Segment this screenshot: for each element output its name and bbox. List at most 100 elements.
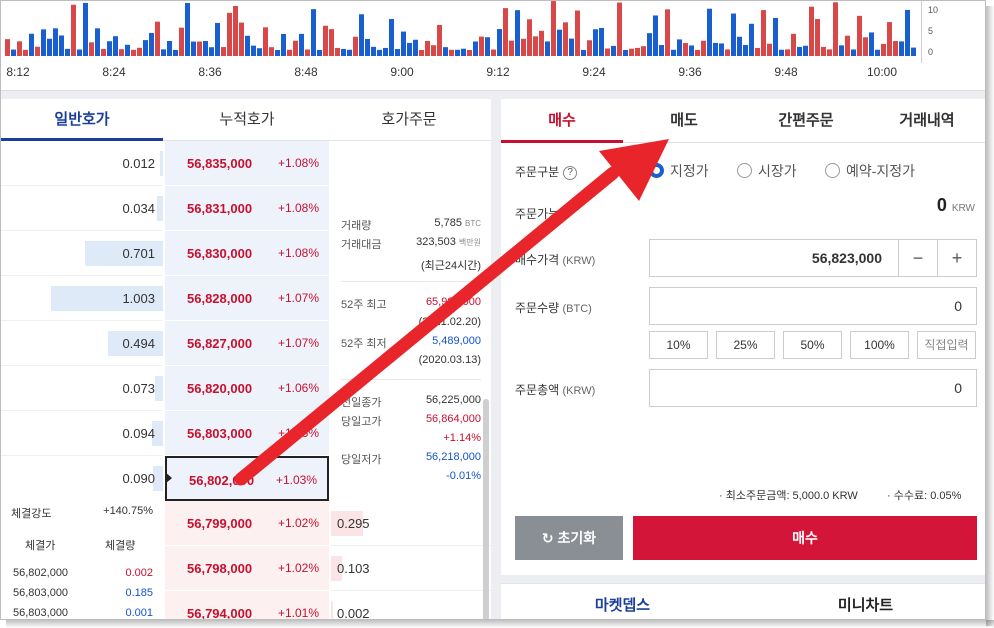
bid-volume-cell: 0.002 [331, 591, 491, 620]
volume-bar [605, 48, 610, 56]
selected-price-cell[interactable]: 56,802,000 +1.03% [165, 456, 329, 501]
volume-bar [299, 33, 304, 56]
ask-volume: 0.073 [122, 381, 155, 396]
volume-bar [239, 22, 244, 56]
bid-price-cell[interactable]: 56,799,000 +1.02% [165, 501, 329, 546]
pct-25-button[interactable]: 25% [716, 331, 775, 359]
ask-price-cell[interactable]: 56,803,000 +1.05% [165, 411, 329, 456]
volume-bar [431, 45, 436, 56]
ask-price-cell[interactable]: 56,828,000 +1.07% [165, 276, 329, 321]
volume-bar [563, 22, 568, 57]
volume-bar [389, 18, 394, 57]
bid-volume: 0.002 [337, 606, 370, 620]
ask-volume-cell: 0.012 [1, 141, 163, 186]
orderbook-scrollbar[interactable] [483, 399, 489, 619]
quantity-input[interactable]: 0 [649, 287, 977, 325]
orderbook-tabs: 일반호가 누적호가 호가주문 [1, 99, 491, 141]
volume-bar [545, 41, 550, 56]
volume-bar [245, 35, 250, 56]
info-value: 5,785 [434, 217, 462, 229]
tab-sell[interactable]: 매도 [670, 112, 698, 129]
tab-simple-order[interactable]: 간편주문 [778, 112, 834, 129]
total-input[interactable]: 0 [649, 369, 977, 407]
trade-history: 체결강도 +140.75% 체결가 체결량 56,802,000 0.002 56,… [1, 499, 163, 619]
pct-50-button[interactable]: 50% [783, 331, 842, 359]
refresh-icon: ↻ [541, 530, 554, 546]
info-divider [341, 379, 481, 380]
radio-limit[interactable]: 지정가 [649, 161, 709, 181]
price-input[interactable]: 56,823,000 − + [649, 239, 977, 277]
total-label-text: 주문총액 [515, 383, 560, 397]
ask-price-cell[interactable]: 56,820,000 +1.06% [165, 366, 329, 411]
bid-volume-bar [331, 601, 333, 619]
pct-10-button[interactable]: 10% [649, 331, 708, 359]
info-label: 당일저가 [341, 454, 382, 466]
volume-bar [593, 29, 598, 56]
ask-volume-bar [157, 196, 163, 221]
volume-bar [455, 49, 460, 56]
info-label: 52주 최저 [341, 338, 387, 350]
volume-bar [137, 47, 142, 56]
volume-bar [23, 49, 28, 56]
volume-bar [161, 49, 166, 56]
reset-button[interactable]: ↻ 초기화 [515, 516, 623, 560]
price-value: 56,823,000 [811, 250, 882, 266]
bid-row: 56,798,000 +1.02% 0.103 [1, 546, 491, 591]
volume-bar [47, 38, 52, 56]
volume-bar [539, 30, 544, 56]
volume-bar [419, 49, 424, 56]
window-shadow [986, 6, 994, 626]
ask-volume-bar [85, 241, 163, 266]
ask-volume: 0.012 [122, 156, 155, 171]
price-increase-button[interactable]: + [937, 240, 976, 276]
tab-market-depth[interactable]: 마켓뎁스 [594, 597, 651, 614]
volume-bar [233, 6, 238, 57]
pct-100-button[interactable]: 100% [850, 331, 909, 359]
volume-bar [575, 10, 580, 56]
price-decrease-button[interactable]: − [898, 240, 937, 276]
buy-button[interactable]: 매수 [633, 516, 977, 560]
info-value: 323,503 [416, 236, 456, 248]
tab-orderbook-order[interactable]: 호가주문 [381, 111, 437, 128]
bid-price-cell[interactable]: 56,794,000 +1.01% [165, 591, 329, 620]
ask-volume-bar [155, 376, 163, 401]
bid-volume-bar [331, 556, 342, 581]
bid-price-cell[interactable]: 56,798,000 +1.02% [165, 546, 329, 591]
tab-mini-chart[interactable]: 미니차트 [837, 597, 894, 614]
time-axis-label: 9:48 [774, 65, 798, 79]
tab-buy[interactable]: 매수 [501, 99, 623, 143]
ask-volume-bar [152, 421, 163, 446]
tab-general-orderbook[interactable]: 일반호가 [1, 99, 163, 141]
market-info: 거래량 5,785 BTC 거래대금 323,503 백만원 (최근24시간) … [331, 141, 491, 501]
volume-bar [377, 49, 382, 56]
volume-bar [341, 48, 346, 56]
info-label: 전일종가 [341, 397, 382, 409]
quantity-label-text: 주문수량 [515, 301, 560, 315]
bid-price: 56,794,000 [187, 606, 253, 620]
ask-change: +1.08% [277, 246, 319, 260]
ask-price-cell[interactable]: 56,827,000 +1.07% [165, 321, 329, 366]
volume-bar [35, 46, 40, 56]
info-unit: 백만원 [458, 238, 481, 247]
radio-market[interactable]: 시장가 [737, 161, 797, 181]
volume-bar [71, 4, 76, 56]
ask-price-cell[interactable]: 56,831,000 +1.08% [165, 186, 329, 231]
volume-bar [227, 12, 232, 56]
volume-bar [503, 8, 508, 57]
trade-price: 56,803,000 [13, 607, 69, 619]
volume-bar [383, 47, 388, 56]
volume-bar [761, 10, 766, 57]
help-icon[interactable]: ? [563, 165, 578, 180]
ask-price-cell[interactable]: 56,835,000 +1.08% [165, 141, 329, 186]
radio-reserved-limit[interactable]: 예약-지정가 [825, 161, 915, 181]
direct-input-button[interactable]: 직접입력 [917, 331, 976, 359]
tab-cumulative-orderbook[interactable]: 누적호가 [219, 111, 275, 128]
ask-change: +1.07% [277, 336, 319, 350]
volume-bar [839, 45, 844, 56]
tab-trade-history[interactable]: 거래내역 [899, 112, 955, 129]
volume-bar [179, 27, 184, 56]
info-day-low: 당일저가 56,218,000 [341, 451, 481, 467]
volume-bar [167, 41, 172, 56]
volume-bar [143, 40, 148, 56]
ask-price-cell[interactable]: 56,830,000 +1.08% [165, 231, 329, 276]
